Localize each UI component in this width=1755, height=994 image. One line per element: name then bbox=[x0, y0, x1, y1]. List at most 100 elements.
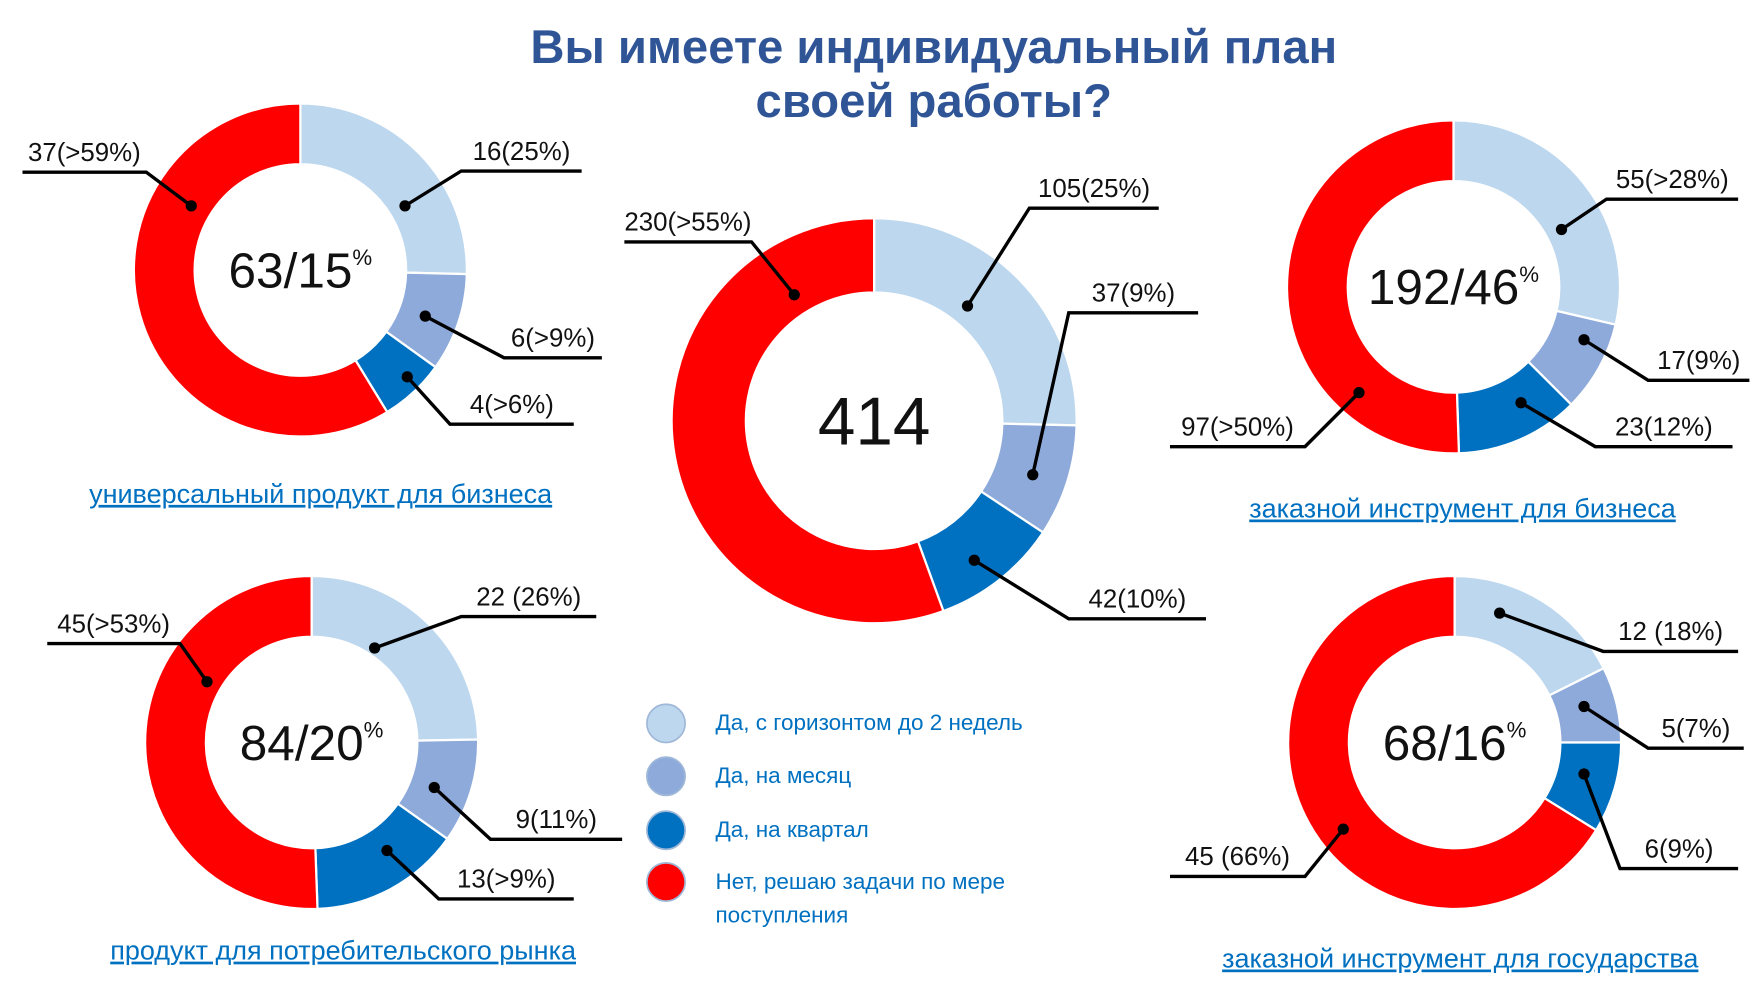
donut-segment bbox=[132, 102, 389, 438]
leader-line bbox=[424, 314, 602, 360]
center-unit: % bbox=[1519, 262, 1539, 287]
leader-dot bbox=[1578, 334, 1590, 346]
chart-caption: заказной инструмент для бизнеса bbox=[1249, 494, 1677, 524]
center-unit: % bbox=[364, 718, 384, 743]
leader-line bbox=[1031, 311, 1199, 476]
leader-dot bbox=[185, 200, 197, 212]
legend-swatch bbox=[646, 810, 686, 851]
value-label: 13(>9%) bbox=[457, 866, 555, 894]
leader-dot bbox=[428, 781, 440, 794]
donut-segment bbox=[299, 102, 468, 276]
legend-label: Да, с горизонтом до 2 недель bbox=[715, 711, 1023, 736]
center-value: 414 bbox=[818, 384, 931, 459]
legend-swatch bbox=[646, 756, 686, 797]
donut-segment bbox=[1452, 119, 1622, 327]
leader-dot bbox=[1555, 223, 1568, 236]
leader-line bbox=[1583, 705, 1744, 750]
value-label: 23(12%) bbox=[1615, 413, 1713, 441]
leader-dot bbox=[1578, 700, 1590, 713]
leader-dot bbox=[201, 676, 213, 688]
leader-line bbox=[385, 849, 574, 901]
leader-dot bbox=[788, 289, 800, 301]
leader-line bbox=[433, 786, 623, 841]
leader-dot bbox=[401, 371, 413, 383]
donut-segment bbox=[1285, 119, 1461, 455]
donut-segment bbox=[144, 574, 319, 911]
value-label: 16(25%) bbox=[473, 138, 571, 166]
value-label: 42(10%) bbox=[1089, 586, 1187, 614]
leader-dot bbox=[1515, 397, 1527, 409]
center-label: 84/20% bbox=[240, 716, 384, 771]
center-label: 63/15% bbox=[229, 243, 373, 298]
donut-segment bbox=[310, 574, 480, 742]
leader-line bbox=[1582, 773, 1739, 871]
center-label: 68/16% bbox=[1383, 716, 1527, 771]
value-label: 230(>55%) bbox=[624, 209, 751, 237]
value-label: 5(7%) bbox=[1661, 715, 1730, 743]
leader-line bbox=[1560, 197, 1739, 231]
leader-dot bbox=[369, 642, 381, 654]
leader-line bbox=[405, 375, 574, 426]
leader-line bbox=[1499, 611, 1739, 654]
value-label: 17(9%) bbox=[1657, 347, 1740, 375]
value-label: 6(9%) bbox=[1645, 835, 1714, 863]
chart-caption: универсальный продукт для бизнеса bbox=[89, 479, 553, 509]
legend-label: Да, на месяц bbox=[715, 763, 852, 789]
center-label: 414 bbox=[818, 384, 931, 459]
legend-label: Да, на квартал bbox=[715, 817, 869, 843]
title-line: Вы имеете индивидуальный план bbox=[530, 20, 1338, 74]
center-label: 192/46% bbox=[1368, 260, 1539, 315]
leader-line bbox=[374, 614, 597, 650]
title-line: своей работы? bbox=[755, 74, 1112, 128]
value-label: 45(>53%) bbox=[57, 610, 170, 638]
value-label: 37(9%) bbox=[1092, 280, 1175, 308]
leader-dot bbox=[1578, 768, 1590, 780]
leader-line bbox=[1170, 828, 1345, 879]
leader-dot bbox=[961, 300, 974, 312]
leader-dot bbox=[1353, 387, 1365, 399]
value-label: 97(>50%) bbox=[1181, 413, 1294, 441]
center-unit: % bbox=[352, 245, 372, 270]
value-label: 55(>28%) bbox=[1616, 166, 1729, 194]
center-value: 84/20 bbox=[240, 716, 364, 771]
value-label: 6(>9%) bbox=[511, 325, 595, 353]
leader-line bbox=[1583, 338, 1750, 382]
leader-dot bbox=[381, 844, 393, 857]
value-label: 9(11%) bbox=[516, 806, 597, 834]
leader-line bbox=[966, 206, 1159, 307]
value-label: 37(>59%) bbox=[28, 139, 141, 167]
legend-swatch bbox=[646, 703, 686, 744]
leader-line bbox=[973, 558, 1206, 621]
leader-dot bbox=[399, 200, 411, 212]
leader-line bbox=[624, 240, 796, 296]
value-label: 45 (66%) bbox=[1185, 843, 1290, 871]
center-value: 192/46 bbox=[1368, 260, 1519, 315]
leader-line bbox=[1520, 401, 1733, 449]
leader-dot bbox=[1337, 823, 1349, 835]
value-label: 4(>6%) bbox=[470, 391, 554, 419]
leader-dot bbox=[968, 554, 980, 566]
value-label: 105(25%) bbox=[1038, 175, 1150, 203]
center-value: 63/15 bbox=[229, 243, 353, 298]
value-label: 12 (18%) bbox=[1618, 618, 1723, 646]
donut-segment bbox=[1287, 574, 1598, 911]
center-value: 68/16 bbox=[1383, 716, 1507, 771]
leader-line bbox=[22, 170, 193, 208]
leader-line bbox=[404, 169, 582, 208]
leader-dot bbox=[419, 310, 431, 322]
chart-caption: заказной инструмент для государства bbox=[1222, 944, 1699, 974]
donut-segment bbox=[670, 217, 945, 625]
leader-dot bbox=[1494, 607, 1506, 619]
center-unit: % bbox=[1507, 718, 1527, 743]
page-title: Вы имеете индивидуальный план своей рабо… bbox=[473, 20, 1396, 128]
value-label: 22 (26%) bbox=[476, 583, 581, 611]
leader-line bbox=[1170, 391, 1361, 449]
legend-swatch bbox=[646, 862, 686, 902]
donut-segment bbox=[873, 217, 1078, 427]
leader-line bbox=[47, 641, 209, 683]
leader-dot bbox=[1027, 469, 1039, 481]
donut-segment bbox=[1453, 574, 1606, 697]
legend-label: Нет, решаю задачи по мере поступления bbox=[715, 869, 1006, 929]
